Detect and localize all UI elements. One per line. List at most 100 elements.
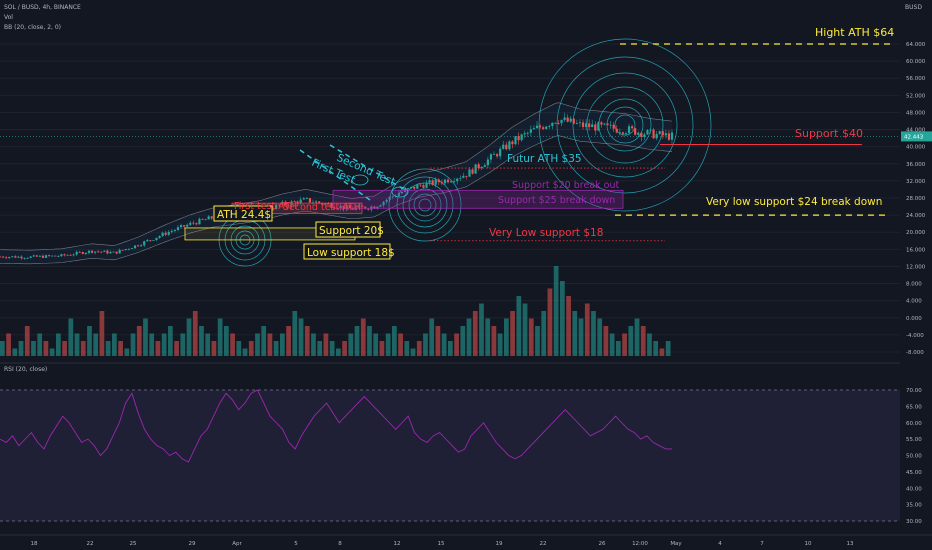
candle-body (502, 144, 505, 149)
label-support-20: Support 20$ (319, 225, 384, 237)
candle-body (542, 127, 545, 129)
candle-body (440, 182, 443, 184)
fib-circle (606, 106, 644, 144)
candle-body (560, 119, 563, 124)
volume-bar (578, 318, 584, 356)
time-tick-label: 19 (496, 541, 503, 547)
symbol-legend[interactable]: SOL / BUSD, 4h, BINANCE (4, 4, 81, 11)
volume-bar (180, 333, 186, 356)
volume-bar (416, 341, 422, 356)
volume-bar (566, 296, 571, 356)
volume-bar (547, 288, 553, 356)
low-support-18-box (303, 243, 391, 260)
candle-body (121, 249, 124, 251)
candle-body (32, 255, 35, 257)
candle-body (127, 248, 130, 250)
volume-bar (49, 348, 55, 356)
candle-body (124, 249, 127, 251)
candle-body (538, 125, 542, 128)
candle-body (554, 122, 557, 124)
candle-body (437, 179, 440, 183)
candle-body (462, 175, 465, 178)
candle-body (477, 164, 480, 169)
volume-bar (342, 341, 347, 356)
volume-bar (255, 333, 260, 356)
candle-body (526, 132, 529, 134)
candle-body (51, 255, 54, 257)
candle-body (201, 218, 204, 220)
price-tick-label: 16.000 (906, 247, 926, 253)
candle-body (425, 182, 428, 188)
volume-bar (80, 341, 86, 356)
volume-bar (186, 318, 192, 356)
fib-circle (418, 198, 432, 212)
volume-bar (479, 303, 484, 356)
volume-bar (304, 326, 310, 356)
volume-bar (603, 326, 609, 356)
volume-bar (665, 341, 671, 356)
candle-body (382, 201, 385, 206)
candle-body (321, 202, 324, 205)
candle-body (631, 126, 634, 129)
rsi-legend[interactable]: RSI (20, close) (4, 366, 48, 373)
volume-bar (553, 266, 559, 356)
volume-bar (435, 326, 441, 356)
time-axis[interactable]: 18 22 25 29 Apr 5 8 12 15 19 22 26 12:00 May 4 7 10 13 (31, 541, 854, 547)
volume-bar (516, 296, 522, 356)
candle-body (348, 205, 351, 209)
price-axis[interactable]: 64.000 60.000 56.000 52.000 48.000 44.000 40.0… (901, 42, 932, 356)
bb-legend[interactable]: BB (20, close, 2, 0) (4, 24, 61, 31)
price-tick-label: 28.000 (906, 196, 926, 202)
candle-body (318, 201, 321, 203)
candle-body (566, 117, 569, 122)
volume-bar (174, 341, 179, 356)
candle-body (167, 231, 170, 235)
candle-body (637, 132, 640, 135)
candle-body (17, 256, 20, 258)
candle-body (207, 216, 210, 220)
volume-bar (118, 341, 123, 356)
candle-body (152, 240, 155, 241)
time-tick-label: 7 (760, 541, 764, 547)
candle-body (112, 251, 115, 253)
candle-body (38, 255, 41, 257)
fib-circle (388, 168, 462, 242)
candle-body (480, 166, 483, 169)
candle-body (373, 206, 376, 209)
volume-bar (149, 333, 155, 356)
volume-bar (460, 326, 466, 356)
candle-body (379, 205, 382, 207)
candle-body (336, 208, 339, 210)
candle-body (35, 255, 38, 257)
price-tick-label: 48.000 (906, 110, 926, 116)
fib-circle (402, 182, 448, 228)
candle-body (569, 118, 572, 122)
candle-body (161, 232, 164, 237)
support-20-box (315, 221, 381, 238)
volume-bar (68, 318, 74, 356)
candle-body (176, 227, 180, 231)
candle-body (11, 256, 14, 258)
candle-body (499, 148, 502, 157)
label-ath-24: ATH 24.4$ (217, 209, 271, 221)
candle-body (158, 236, 161, 238)
candle-body (508, 141, 511, 150)
volume-bar (261, 326, 267, 356)
time-tick-label: 13 (847, 541, 854, 547)
price-tick-label: 24.000 (906, 213, 926, 219)
candle-body (419, 184, 422, 186)
time-tick-label: 29 (189, 541, 196, 547)
volume-bar (242, 348, 248, 356)
rsi-band-fill (0, 390, 900, 521)
candle-body (41, 255, 45, 258)
volume-bar (273, 341, 279, 356)
volume-bar (367, 326, 372, 356)
price-tick-label: 12.000 (906, 264, 926, 270)
volume-legend[interactable]: Vol (4, 14, 13, 21)
candle-body (100, 251, 103, 253)
label-hight-ath: Hight ATH $64 (815, 26, 894, 39)
candle-body (664, 133, 667, 136)
candle-body (143, 241, 146, 246)
